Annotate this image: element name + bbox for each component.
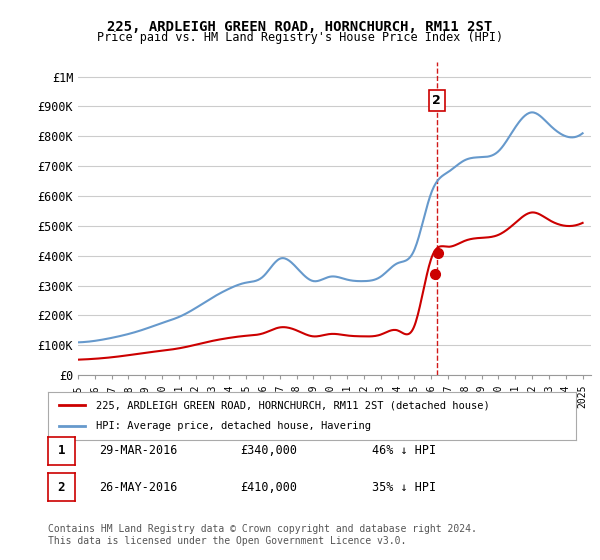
Text: HPI: Average price, detached house, Havering: HPI: Average price, detached house, Have… bbox=[95, 421, 371, 431]
Text: 2: 2 bbox=[58, 480, 65, 494]
Text: £340,000: £340,000 bbox=[240, 444, 297, 458]
Text: 29-MAR-2016: 29-MAR-2016 bbox=[99, 444, 178, 458]
Text: 225, ARDLEIGH GREEN ROAD, HORNCHURCH, RM11 2ST: 225, ARDLEIGH GREEN ROAD, HORNCHURCH, RM… bbox=[107, 20, 493, 34]
Text: 46% ↓ HPI: 46% ↓ HPI bbox=[372, 444, 436, 458]
Text: 35% ↓ HPI: 35% ↓ HPI bbox=[372, 480, 436, 494]
Text: 225, ARDLEIGH GREEN ROAD, HORNCHURCH, RM11 2ST (detached house): 225, ARDLEIGH GREEN ROAD, HORNCHURCH, RM… bbox=[95, 400, 489, 410]
Text: 1: 1 bbox=[58, 444, 65, 458]
Text: Contains HM Land Registry data © Crown copyright and database right 2024.
This d: Contains HM Land Registry data © Crown c… bbox=[48, 524, 477, 546]
Text: 2: 2 bbox=[433, 94, 441, 107]
Text: 26-MAY-2016: 26-MAY-2016 bbox=[99, 480, 178, 494]
Text: Price paid vs. HM Land Registry's House Price Index (HPI): Price paid vs. HM Land Registry's House … bbox=[97, 31, 503, 44]
Text: £410,000: £410,000 bbox=[240, 480, 297, 494]
